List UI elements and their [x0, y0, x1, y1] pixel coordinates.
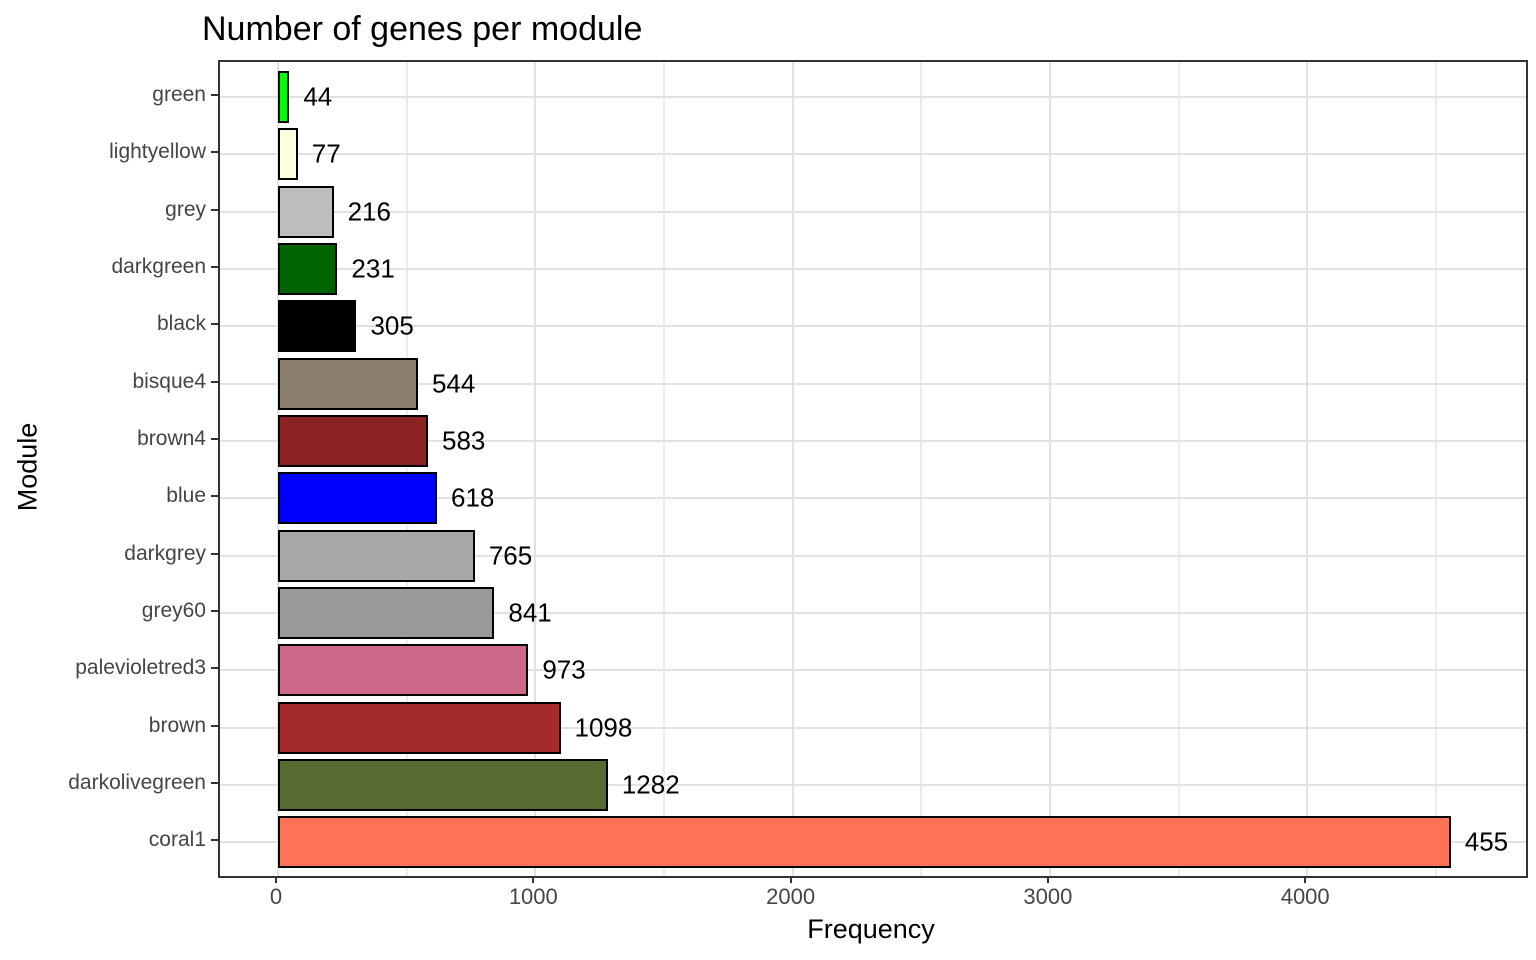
bar-value-label: 216	[347, 196, 391, 227]
gridline-x-minor	[405, 62, 408, 876]
gridline-x-minor	[920, 62, 923, 876]
gridline-y-major	[220, 267, 1526, 270]
y-tick-label: coral1	[148, 828, 206, 852]
bar-lightyellow	[278, 128, 298, 181]
y-axis-tick	[211, 380, 218, 383]
bar-palevioletred3	[278, 644, 529, 697]
bar-darkgreen	[278, 242, 338, 295]
x-axis-tick	[1046, 876, 1049, 883]
y-tick-label: blue	[166, 484, 206, 508]
gridline-y-major	[220, 382, 1526, 385]
y-axis-tick	[211, 437, 218, 440]
bar-darkolivegreen	[278, 758, 608, 811]
gridline-y-major	[220, 726, 1526, 729]
y-axis-tick	[211, 151, 218, 154]
bar-value-label: 544	[431, 368, 476, 399]
gridline-y-major	[220, 554, 1526, 557]
chart-title: Number of genes per module	[202, 10, 643, 48]
y-tick-label: bisque4	[132, 369, 206, 393]
gridline-y-major	[220, 783, 1526, 786]
x-tick-label: 2000	[766, 884, 816, 909]
y-tick-label: darkgreen	[111, 254, 206, 278]
gridline-y-major	[220, 210, 1526, 213]
y-axis-tick	[211, 609, 218, 612]
y-tick-label: black	[156, 312, 206, 336]
bar-value-label: 305	[370, 310, 414, 341]
bar-brown4	[278, 414, 428, 467]
bar-black	[278, 300, 357, 353]
x-axis-title: Frequency	[807, 914, 935, 944]
y-tick-label: brown	[148, 713, 206, 737]
y-tick-label: grey60	[141, 598, 206, 622]
bar-grey60	[278, 586, 495, 639]
gridline-x-major	[1306, 62, 1309, 876]
y-tick-label: darkgrey	[124, 541, 206, 565]
y-tick-label: palevioletred3	[75, 656, 206, 680]
gridline-y-major	[220, 439, 1526, 442]
y-axis-tick	[211, 839, 218, 842]
bar-bisque4	[278, 357, 418, 410]
gridline-y-major	[220, 325, 1526, 328]
x-tick-label: 0	[269, 884, 283, 909]
y-tick-label: brown4	[137, 426, 206, 450]
bar-value-label: 1282	[621, 769, 680, 800]
gridline-y-major	[220, 669, 1526, 672]
y-tick-label: grey	[165, 197, 206, 221]
gridline-x-major	[534, 62, 537, 876]
x-axis-tick	[1304, 876, 1307, 883]
bar-value-label: 231	[351, 253, 395, 284]
bar-value-label: 841	[508, 597, 552, 628]
bar-value-label: 583	[442, 425, 486, 456]
bar-brown	[278, 701, 561, 754]
x-axis-tick	[789, 876, 792, 883]
gridline-x-minor	[1177, 62, 1180, 876]
bar-darkgrey	[278, 529, 475, 582]
bar-grey	[278, 185, 334, 238]
y-axis-tick	[211, 781, 218, 784]
y-tick-label: lightyellow	[109, 140, 206, 164]
gridline-x-major	[277, 62, 279, 876]
y-axis-tick	[211, 208, 218, 211]
bar-value-label: 77	[311, 138, 341, 169]
gridline-x-minor	[662, 62, 665, 876]
x-tick-label: 3000	[1023, 884, 1073, 909]
gridline-y-major	[220, 96, 1526, 98]
gridline-y-major	[220, 611, 1526, 614]
gridline-x-minor	[1434, 62, 1437, 876]
bar-value-label: 765	[488, 540, 533, 571]
y-tick-label: green	[152, 83, 206, 106]
y-axis-tick	[211, 667, 218, 670]
bar-green	[278, 71, 290, 123]
bar-coral1	[278, 816, 1451, 869]
bar-value-label: 1098	[574, 712, 633, 743]
bar-value-label: 44	[303, 81, 333, 112]
gridline-y-major	[220, 153, 1526, 156]
x-tick-label: 4000	[1280, 884, 1330, 909]
y-tick-label: darkolivegreen	[68, 770, 206, 794]
x-axis-tick	[532, 876, 535, 883]
bar-value-label: 455	[1464, 826, 1509, 857]
bar-value-label: 618	[451, 482, 495, 513]
y-axis-tick	[211, 495, 218, 498]
y-axis-tick	[211, 94, 218, 96]
y-axis-tick	[211, 724, 218, 727]
y-axis-tick	[211, 265, 218, 268]
gridline-x-major	[791, 62, 794, 876]
gridline-x-major	[1048, 62, 1051, 876]
bar-value-label: 973	[542, 654, 586, 685]
y-axis-tick	[211, 552, 218, 555]
x-tick-label: 1000	[508, 884, 558, 909]
plot-panel: 44 77 216 231 305 544 583 618 765 841 973 1098 1282 4…	[218, 60, 1528, 878]
y-axis-tick	[211, 323, 218, 326]
gridline-y-major	[220, 497, 1526, 500]
bar-blue	[278, 472, 437, 525]
x-axis-tick	[275, 876, 277, 883]
